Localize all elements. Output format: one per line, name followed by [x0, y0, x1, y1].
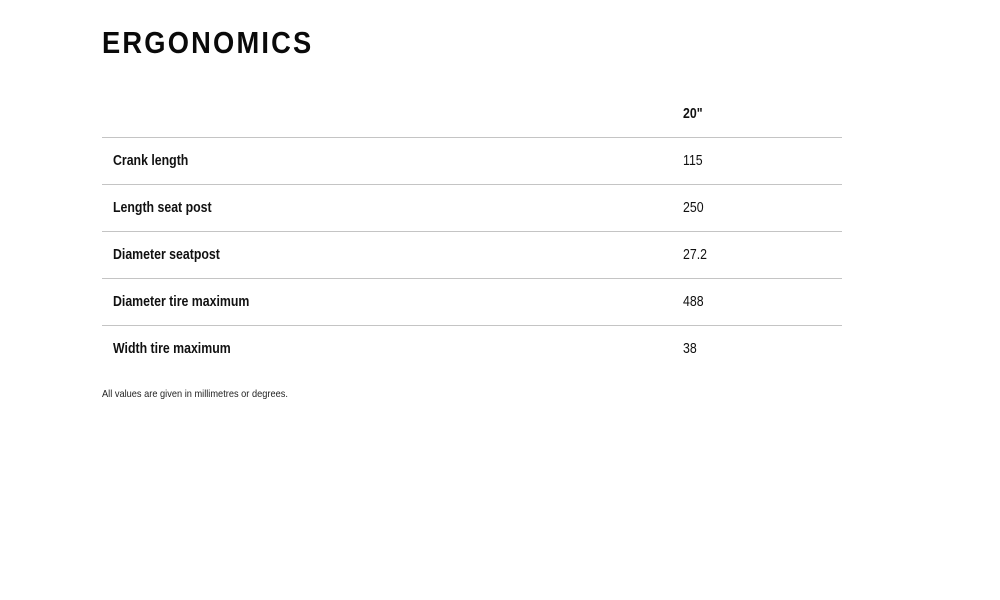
- ergonomics-table: 20" Crank length 115 Length seat post 250 Di…: [102, 90, 842, 372]
- footnote: All values are given in millimetres or d…: [102, 388, 288, 400]
- page-title: ERGONOMICS: [102, 25, 314, 60]
- row-value: 488: [683, 278, 842, 326]
- row-label: Length seat post: [102, 184, 683, 232]
- row-value: 38: [683, 325, 842, 372]
- table-header-row: 20": [102, 90, 842, 138]
- row-value: 115: [683, 137, 842, 185]
- column-header-size: 20": [683, 105, 703, 122]
- row-value: 27.2: [683, 231, 842, 279]
- table-row: Crank length 115: [102, 137, 842, 185]
- table-row: Diameter tire maximum 488: [102, 278, 842, 326]
- table-row: Length seat post 250: [102, 184, 842, 232]
- row-label: Diameter seatpost: [102, 231, 683, 279]
- row-label: Crank length: [102, 137, 683, 185]
- row-value: 250: [683, 184, 842, 232]
- table-row: Diameter seatpost 27.2: [102, 231, 842, 279]
- row-label: Width tire maximum: [102, 325, 683, 372]
- column-header-label: [102, 90, 683, 138]
- row-label: Diameter tire maximum: [102, 278, 683, 326]
- table-row: Width tire maximum 38: [102, 325, 842, 372]
